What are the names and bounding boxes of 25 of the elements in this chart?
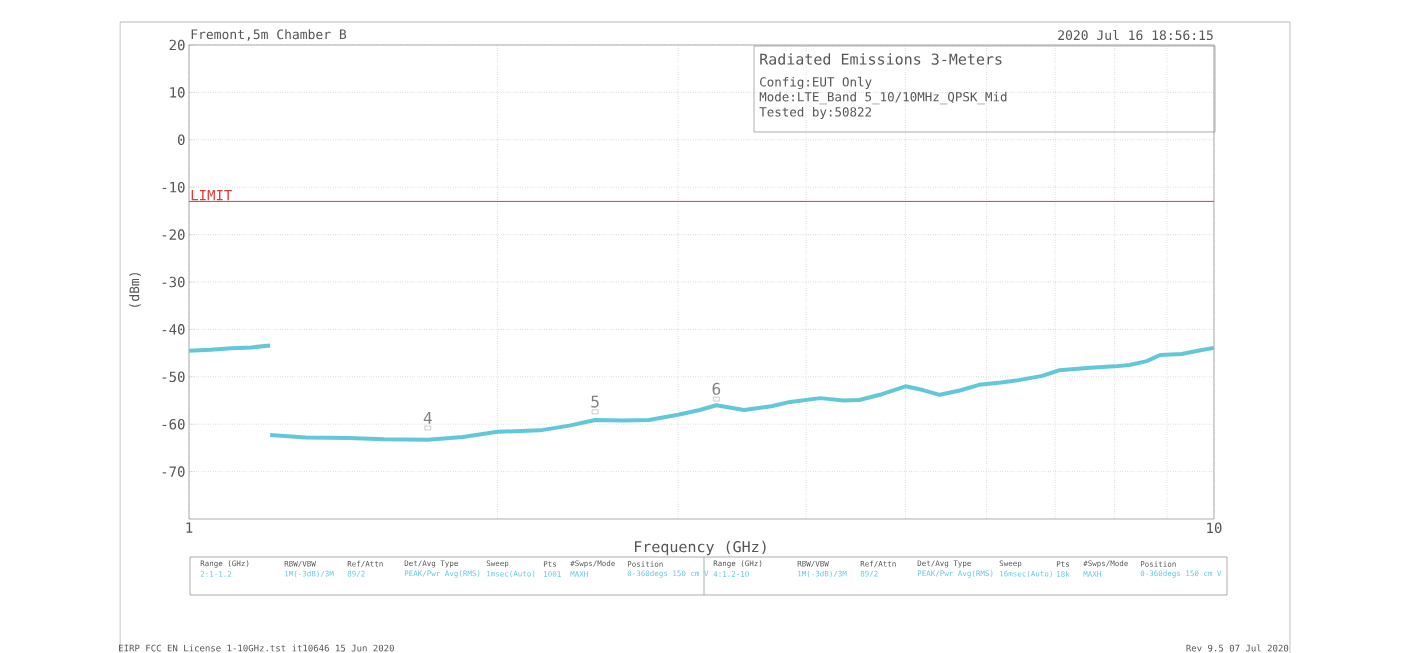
chart-title: Radiated Emissions 3-Meters	[760, 53, 1002, 65]
y-axis-title: (dBm)	[129, 273, 141, 307]
text: 2020 Jul 16 18:56:15	[1058, 29, 1213, 41]
x-tick-label: 1	[186, 522, 193, 533]
annotation: Tested by:50822	[759, 106, 872, 120]
annotation: 5	[591, 395, 599, 408]
y-tick-label: -70	[162, 466, 185, 477]
text: Fremont,5m Chamber B	[191, 29, 347, 41]
x-axis-title: Frequency (GHz)	[634, 540, 766, 556]
ref-line-label: LIMIT	[191, 190, 233, 201]
annotation: Config:EUT Only	[760, 76, 872, 90]
text: EIRP FCC EN License 1-10GHz.tst it10646 15 Jun 2020	[119, 644, 394, 652]
y-tick-label: 0	[177, 134, 185, 146]
y-tick-label: -20	[162, 229, 185, 240]
y-tick-label: 20	[169, 39, 185, 51]
y-tick-label: -50	[162, 371, 185, 383]
y-tick-label: 10	[170, 87, 185, 98]
annotation: Mode:LTE_Band 5_10/10MHz_QPSK_Mid	[759, 91, 1007, 105]
annotation: 6	[712, 382, 721, 395]
y-tick-label: -10	[162, 181, 185, 193]
y-tick-label: -40	[162, 324, 185, 335]
text: Rev 9.5 07 Jul 2020	[1186, 644, 1289, 652]
annotation: 4	[423, 412, 432, 424]
y-tick-label: -30	[162, 276, 185, 288]
y-tick-label: -60	[162, 418, 185, 430]
